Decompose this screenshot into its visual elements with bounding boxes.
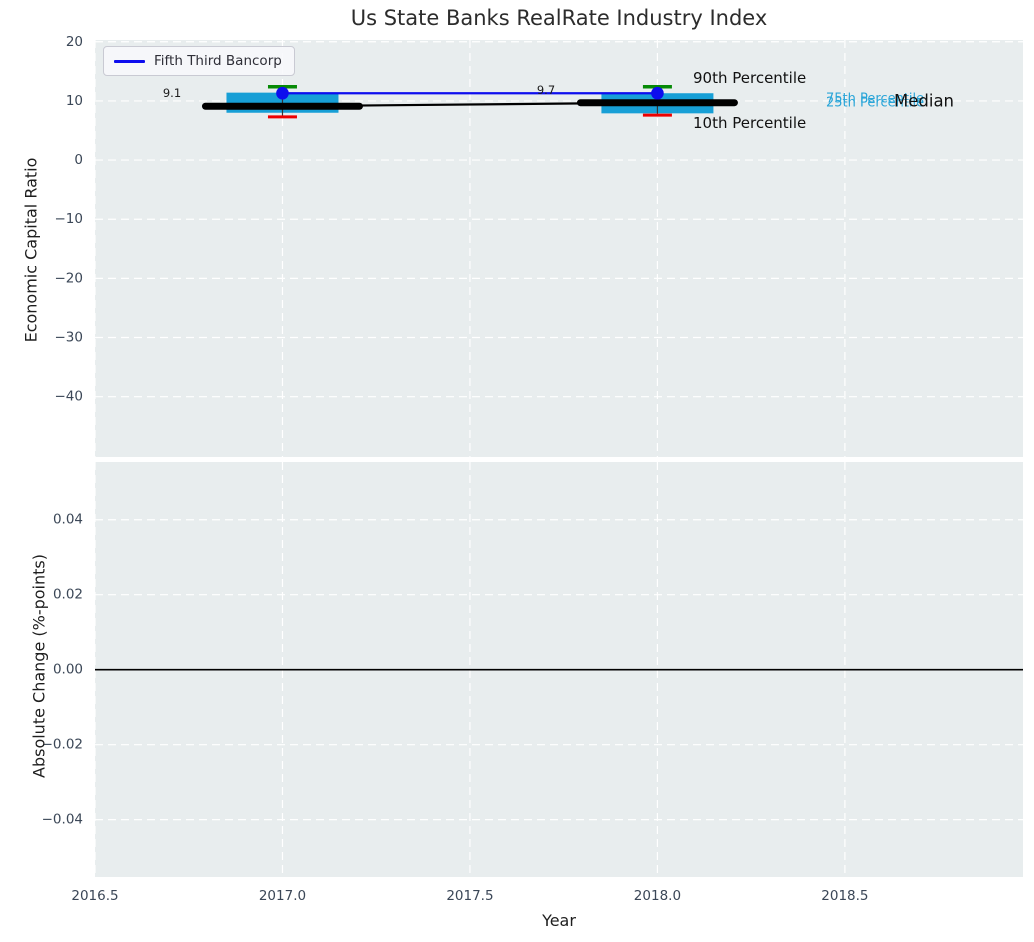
annotation-75th-percentile: 75th Percentile (826, 92, 924, 107)
company-marker (651, 86, 664, 100)
y-tick-label: −40 (55, 389, 84, 405)
y-tick-label: −30 (55, 330, 84, 346)
x-tick-label: 2016.5 (71, 888, 118, 904)
annotation-9-7: 9.7 (537, 83, 555, 97)
y-tick-label: 0.04 (53, 512, 83, 528)
y-tick-label: −0.02 (42, 737, 83, 753)
x-tick-label: 2017.5 (446, 888, 493, 904)
x-tick-label: 2017.0 (259, 888, 306, 904)
y-tick-label: 0.00 (53, 662, 83, 678)
company-marker (276, 86, 289, 100)
legend-line-sample (114, 59, 145, 63)
y-tick-label: −0.04 (42, 812, 83, 828)
legend: Fifth Third Bancorp (103, 46, 295, 76)
y-tick-label: 0.02 (53, 587, 83, 603)
y-tick-label: −20 (55, 270, 84, 286)
annotation-90th-percentile: 90th Percentile (693, 69, 806, 87)
annotation-median: Median (894, 92, 954, 111)
x-axis-label: Year (542, 911, 576, 930)
y-tick-label: 20 (66, 34, 83, 50)
annotation-10th-percentile: 10th Percentile (693, 114, 806, 132)
annotation-9-1: 9.1 (163, 86, 181, 100)
bottom-y-axis-label: Absolute Change (%-points) (29, 554, 49, 778)
chart-title: Us State Banks RealRate Industry Index (350, 6, 768, 30)
legend-label: Fifth Third Bancorp (154, 53, 282, 69)
y-tick-label: −10 (55, 211, 84, 227)
y-tick-label: 0 (74, 152, 83, 168)
annotation-25th-percentile: 25th Percentile (826, 96, 924, 111)
x-tick-label: 2018.5 (821, 888, 868, 904)
y-tick-label: 10 (66, 93, 83, 109)
top-y-axis-label: Economic Capital Ratio (21, 157, 41, 343)
x-tick-label: 2018.0 (634, 888, 681, 904)
